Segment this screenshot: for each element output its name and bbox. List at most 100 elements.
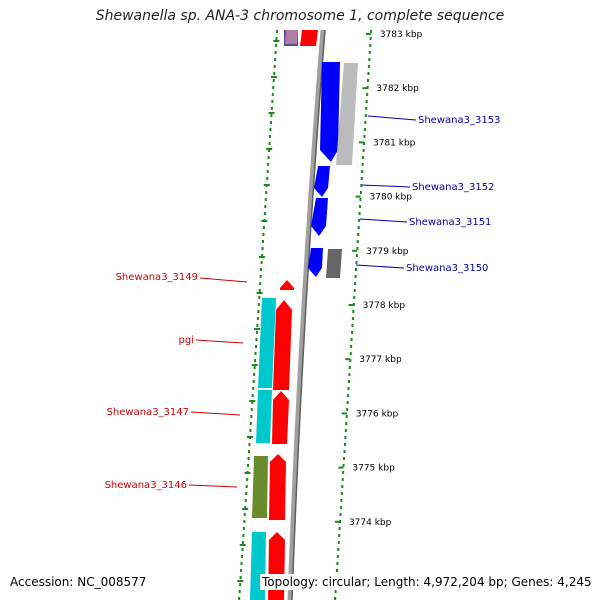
gene-feature-grey-3153[interactable]	[336, 63, 358, 165]
inner-ring-dot	[240, 569, 243, 572]
inner-ring-dash	[246, 436, 253, 438]
inner-ring-dash	[242, 508, 249, 510]
inner-ring-dot	[264, 205, 267, 208]
outer-ring-dot	[334, 597, 337, 600]
gene-feature-cyan-3147[interactable]	[256, 390, 272, 443]
outer-ring-dot	[339, 506, 342, 509]
kbp-tick-mark	[338, 466, 344, 469]
outer-ring-dot	[363, 135, 366, 138]
inner-ring-dot	[242, 534, 245, 537]
gene-feature-shewana3-3149[interactable]	[280, 280, 294, 290]
leader-shewana3-3151	[359, 218, 408, 223]
gene-label-shewana3-3150[interactable]: Shewana3_3150	[406, 263, 488, 274]
outer-ring-dot	[347, 387, 350, 390]
outer-ring-dot	[339, 513, 342, 516]
gc-dotted-rings	[237, 30, 373, 600]
gene-feature-darkgrey-3150[interactable]	[326, 249, 342, 278]
outer-ring-dot	[361, 163, 364, 166]
gene-label-shewana3-3153[interactable]: Shewana3_3153	[418, 115, 500, 126]
outer-ring-dot	[363, 142, 366, 145]
gene-label-shewana3-3146[interactable]: Shewana3_3146	[105, 480, 187, 491]
outer-ring-dot	[353, 296, 356, 299]
leader-shewana3-3146	[188, 484, 238, 488]
gene-feature-shewana3-3153[interactable]	[320, 62, 340, 162]
kbp-tick-label: 3777 kbp	[359, 355, 402, 365]
outer-ring-dot	[367, 65, 370, 68]
kbp-tick-label: 3779 kbp	[366, 247, 409, 257]
outer-ring-dot	[363, 128, 366, 131]
outer-ring-dot	[349, 352, 352, 355]
gene-label-shewana3-3147[interactable]: Shewana3_3147	[107, 407, 189, 418]
inner-ring-dot	[259, 275, 262, 278]
inner-ring-dot	[260, 268, 263, 271]
inner-ring-dot	[264, 198, 267, 201]
gene-label-shewana3-3152[interactable]: Shewana3_3152	[412, 182, 494, 193]
kbp-tick-label: 3775 kbp	[352, 464, 395, 474]
inner-ring-dot	[244, 499, 247, 502]
inner-ring-dot	[239, 583, 242, 586]
gene-feature-cyan-pgi[interactable]	[258, 298, 276, 388]
inner-ring-dot	[268, 142, 271, 145]
inner-ring-dot	[252, 380, 255, 383]
kbp-tick-mark	[345, 358, 351, 361]
inner-ring-dot	[241, 548, 244, 551]
outer-ring-dot	[357, 226, 360, 229]
kbp-ticks: 3783 kbp 3782 kbp 3781 kbp 3780 kbp 3779 kbp…	[334, 30, 423, 528]
gene-label-shewana3-3149[interactable]: Shewana3_3149	[116, 272, 198, 283]
inner-ring-dash	[237, 580, 244, 582]
outer-ring-dot	[339, 520, 342, 523]
outer-ring-dot	[356, 247, 359, 250]
outer-ring-dot	[351, 317, 354, 320]
inner-ring-dot	[248, 443, 251, 446]
kbp-tick-mark	[365, 33, 371, 35]
kbp-tick-label: 3776 kbp	[356, 409, 399, 419]
outer-ring-dot	[352, 310, 355, 313]
outer-ring-dot	[360, 184, 363, 187]
gene-feature-shewana3-3151[interactable]	[311, 198, 328, 236]
gene-feature-olive-3146[interactable]	[252, 456, 268, 518]
chromosome-backbone	[287, 29, 326, 600]
outer-ring-dot	[366, 79, 369, 82]
gene-label-pgi[interactable]: pgi	[179, 335, 194, 346]
gene-feature-shewana3-3147[interactable]	[272, 391, 289, 444]
outer-ring-dot	[347, 394, 350, 397]
outer-ring-dot	[366, 86, 369, 89]
inner-ring-dot	[266, 177, 269, 180]
outer-ring-dot	[365, 100, 368, 103]
kbp-tick-mark	[362, 87, 368, 90]
inner-ring-dot	[241, 541, 244, 544]
outer-ring-dot	[336, 562, 339, 565]
gene-feature-pink-top[interactable]	[285, 30, 298, 44]
gene-label-shewana3-3151[interactable]: Shewana3_3151	[409, 217, 491, 228]
outer-ring-dot	[337, 548, 340, 551]
gene-feature-pgi[interactable]	[273, 300, 292, 390]
kbp-tick-mark	[355, 195, 361, 198]
outer-ring-dot	[336, 555, 339, 558]
inner-ring-dash	[263, 184, 270, 186]
gene-feature-shewana3-3146[interactable]	[269, 454, 286, 520]
outer-ring-dot	[368, 58, 371, 61]
kbp-tick-label: 3780 kbp	[370, 193, 413, 203]
inner-ring-dash	[256, 292, 263, 294]
gene-feature-red-top[interactable]	[300, 30, 318, 46]
outer-ring-dot	[340, 499, 343, 502]
inner-ring-dot	[262, 233, 265, 236]
gene-feature-shewana3-3150[interactable]	[308, 248, 323, 277]
outer-ring-dot	[347, 380, 350, 383]
outer-ring-dot	[366, 93, 369, 96]
kbp-tick-label: 3781 kbp	[373, 138, 416, 148]
inner-ring-dot	[257, 303, 260, 306]
inner-ring-dot	[262, 240, 264, 243]
inner-ring-dot	[270, 107, 273, 110]
leader-shewana3-3147	[190, 411, 241, 416]
inner-ring-dot	[275, 37, 278, 40]
outer-ring-dot	[365, 107, 368, 110]
outer-ring-dot	[351, 331, 354, 334]
inner-ring-dot	[245, 485, 248, 488]
inner-ring-dot	[256, 324, 259, 327]
inner-ring-dot	[243, 513, 246, 516]
outer-ring-dot	[346, 408, 349, 411]
gene-feature-shewana3-3152[interactable]	[314, 166, 330, 197]
inner-ring-dot	[240, 562, 243, 565]
